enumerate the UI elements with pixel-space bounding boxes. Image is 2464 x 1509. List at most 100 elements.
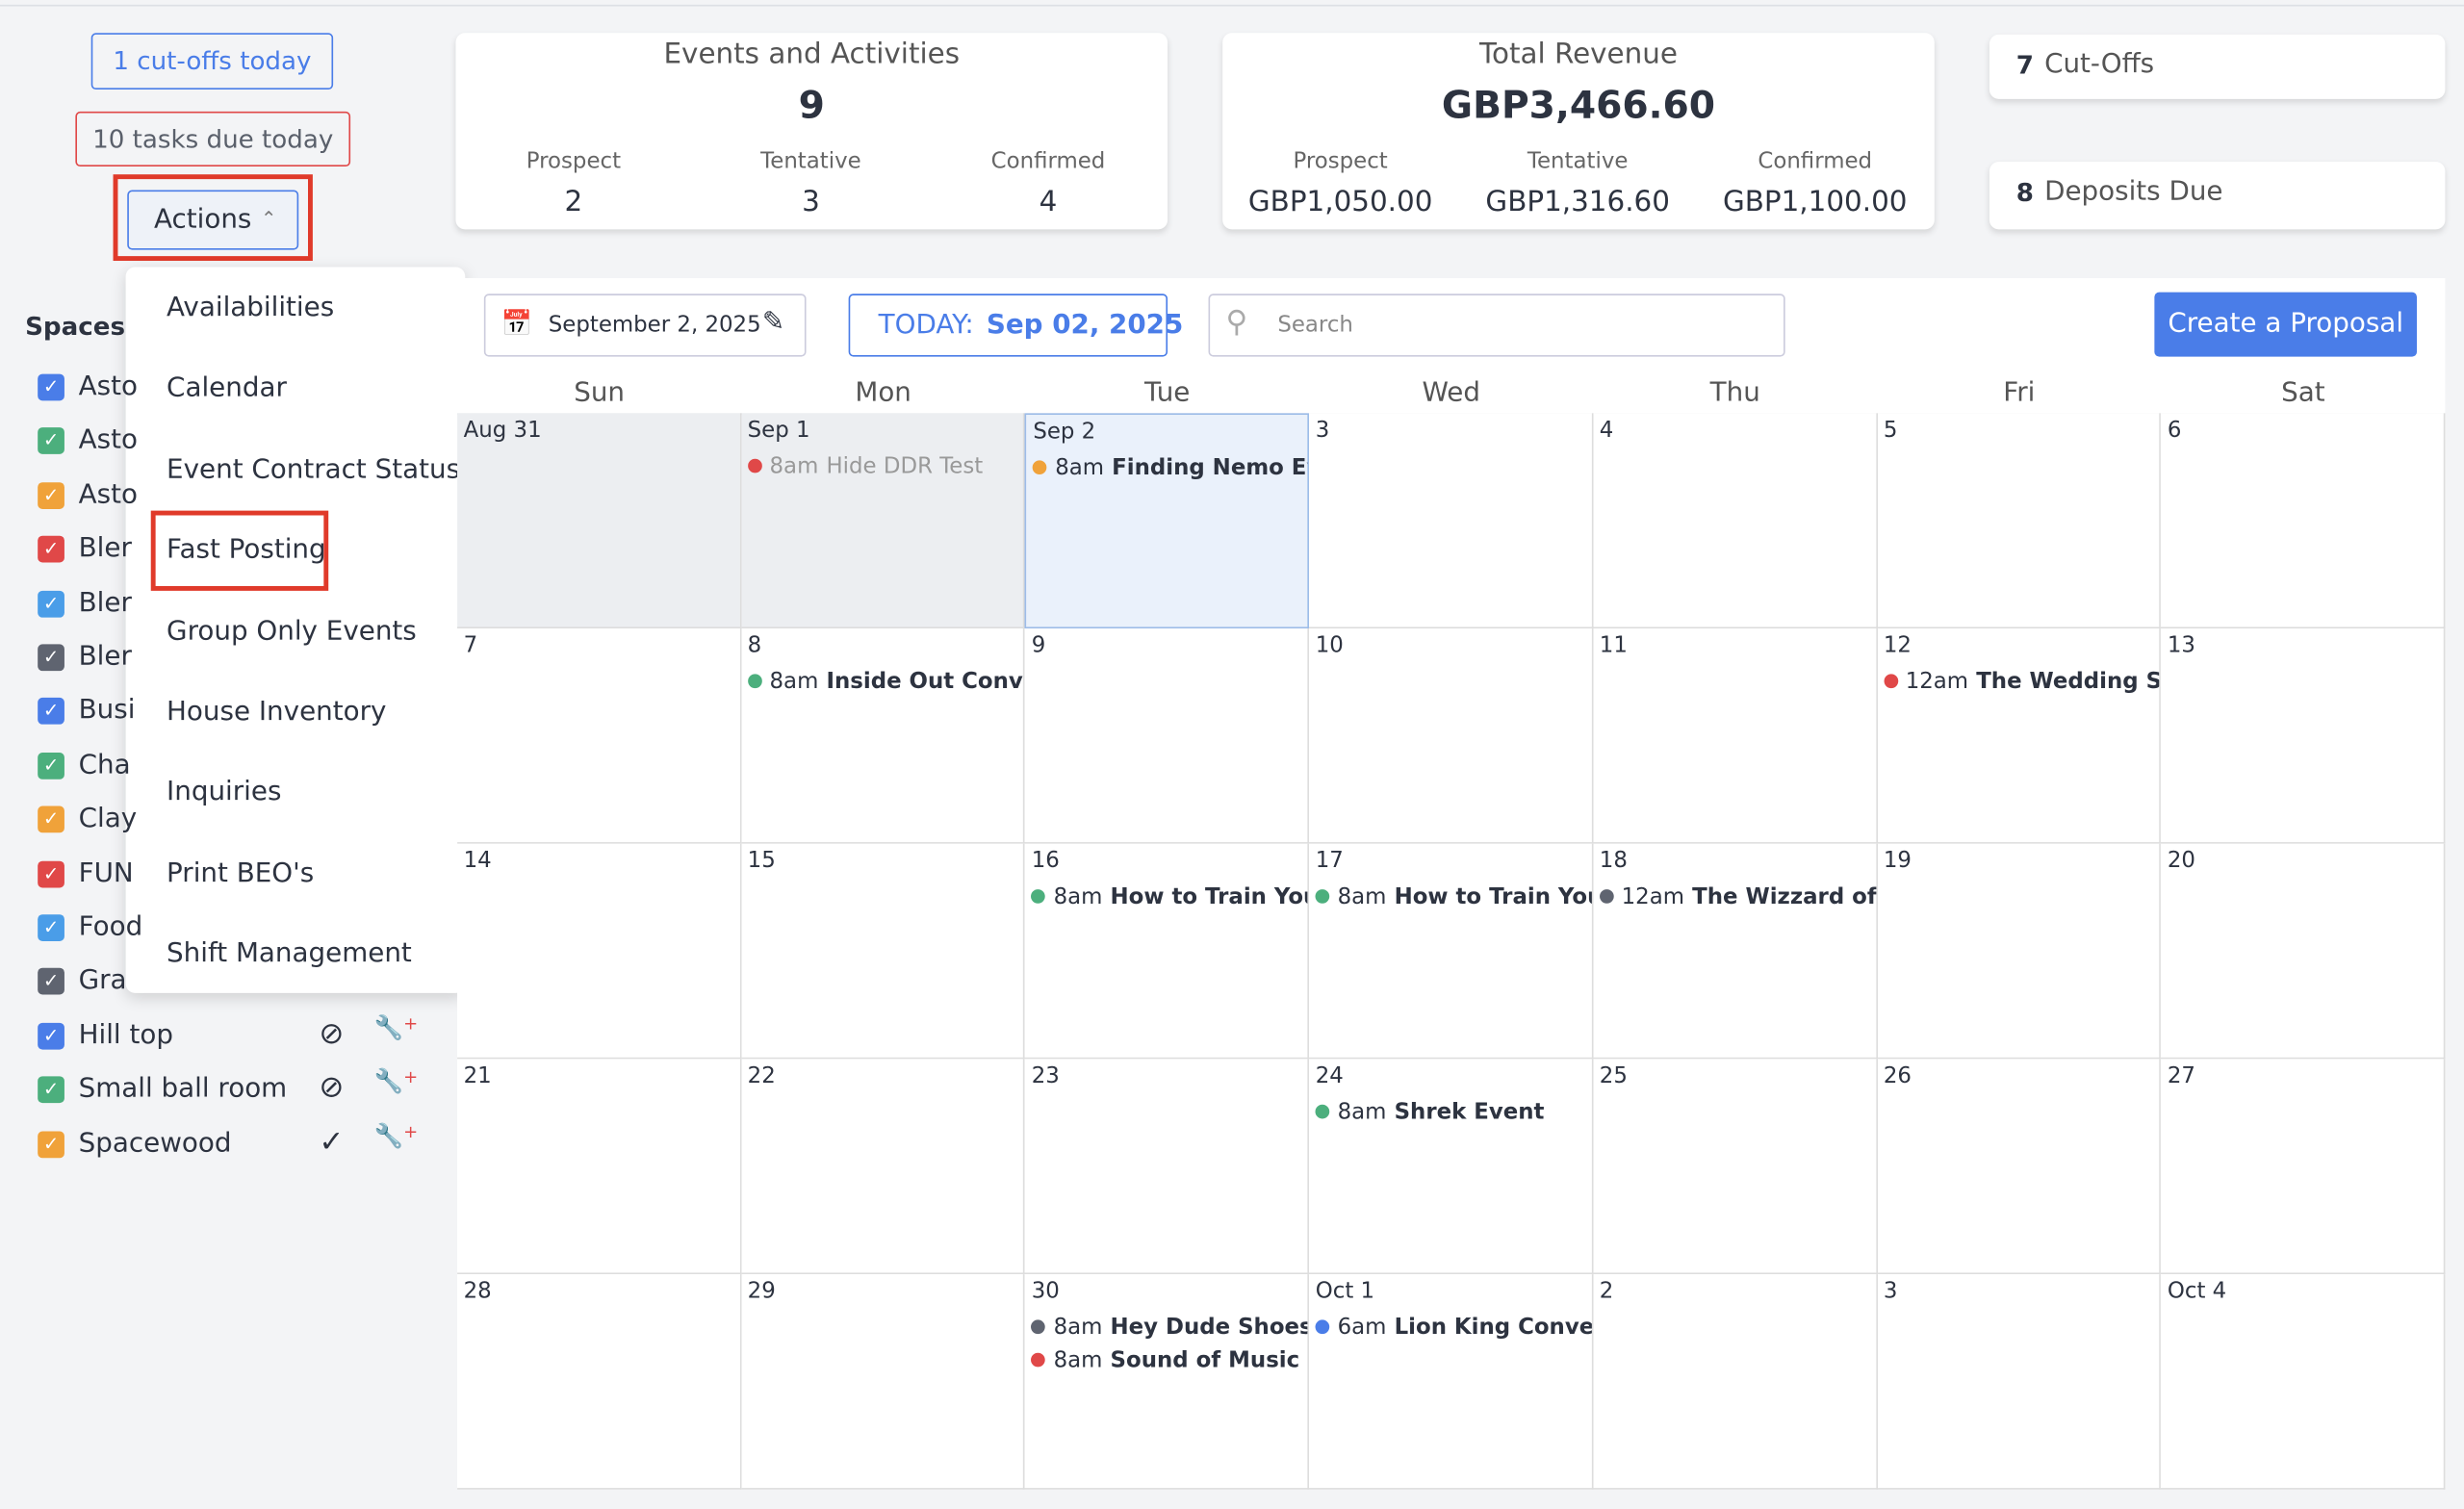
day-cell[interactable]: 23 [1025, 1059, 1310, 1275]
space-name[interactable]: Asto [78, 424, 138, 457]
create-button[interactable]: Create a Proposal [2154, 292, 2418, 357]
day-cell[interactable]: 28 [457, 1274, 742, 1491]
event[interactable]: 6am Lion King Conventi [1315, 1315, 1592, 1343]
day-cell[interactable]: 12 12am The Wedding Sing [1877, 628, 2162, 845]
today-button[interactable]: TODAY: Sep 02, 2025 [848, 294, 1183, 357]
date-picker[interactable]: 📅 September 2, 2025 ✎ [483, 294, 807, 357]
day-cell[interactable]: 9 [1025, 628, 1310, 845]
checkbox[interactable]: ✓ [38, 968, 64, 996]
day-cell[interactable]: 17 8am How to Train Your D [1309, 844, 1594, 1060]
checkbox[interactable]: ✓ [38, 698, 64, 726]
event-title: Hide DDR Test [826, 453, 984, 479]
checkbox[interactable]: ✓ [38, 481, 64, 509]
space-name[interactable]: Hill top [78, 1019, 173, 1051]
menu-item[interactable]: Availabilities [167, 292, 335, 324]
space-name[interactable]: Bler [78, 586, 132, 619]
day-cell[interactable]: 25 [1593, 1059, 1878, 1275]
day-cell[interactable]: 8 8am Inside Out Convent [741, 628, 1026, 845]
checkbox[interactable]: ✓ [38, 752, 64, 780]
menu-item[interactable]: Event Contract Status [167, 453, 461, 486]
space-name[interactable]: Asto [78, 478, 138, 511]
day-cell[interactable]: Sep 2 8am Finding Nemo Even [1025, 413, 1310, 629]
day-cell[interactable]: 15 [741, 844, 1026, 1060]
day-cell[interactable]: 6 [2161, 413, 2446, 629]
day-cell[interactable]: 18 12am The Wizzard of OZ [1593, 844, 1878, 1060]
menu-item[interactable]: Shift Management [167, 937, 412, 970]
day-cell[interactable]: 10 [1309, 628, 1594, 845]
event-title: Finding Nemo Even [1112, 455, 1307, 481]
space-name[interactable]: Cha [78, 749, 131, 781]
space-name[interactable]: Spacewood [78, 1127, 232, 1160]
checkbox[interactable]: ✓ [38, 806, 64, 833]
checkbox[interactable]: ✓ [38, 427, 64, 455]
menu-item[interactable]: Print BEO's [167, 857, 315, 889]
checkbox[interactable]: ✓ [38, 373, 64, 401]
menu-item[interactable]: Fast Posting [167, 534, 326, 567]
day-cell[interactable]: 4 [1593, 413, 1878, 629]
actions-button[interactable]: Actions ⌃ [127, 190, 299, 250]
checkbox[interactable]: ✓ [38, 536, 64, 563]
event[interactable]: 8am Finding Nemo Even [1033, 454, 1308, 482]
day-cell[interactable]: 5 [1877, 413, 2162, 629]
checkbox[interactable]: ✓ [38, 1022, 64, 1050]
event[interactable]: 8am How to Train Your D [1315, 883, 1592, 911]
day-cell[interactable]: 3 [1309, 413, 1594, 629]
day-cell[interactable]: 24 8am Shrek Event [1309, 1059, 1594, 1275]
cutoffs-alert[interactable]: 1 cut-offs today [90, 33, 334, 90]
checkbox[interactable]: ✓ [38, 1130, 64, 1158]
menu-item[interactable]: Group Only Events [167, 615, 417, 647]
event[interactable]: 8am Hey Dude Shoes Co [1031, 1315, 1308, 1343]
checkbox[interactable]: ✓ [38, 644, 64, 672]
day-cell[interactable]: 21 [457, 1059, 742, 1275]
day-cell[interactable]: Oct 4 [2161, 1274, 2446, 1491]
search-box[interactable]: ⚲ Search [1208, 294, 1785, 357]
stat-card: Events and Activities 9 Prospect 2 Tentative… [455, 33, 1168, 230]
day-cell[interactable]: Sep 1 8am Hide DDR Test [741, 413, 1026, 629]
day-cell[interactable]: 26 [1877, 1059, 2162, 1275]
menu-item[interactable]: House Inventory [167, 696, 387, 728]
day-cell[interactable]: 14 [457, 844, 742, 1060]
space-name[interactable]: Gra [78, 965, 127, 997]
day-cell[interactable]: 19 [1877, 844, 2162, 1060]
day-cell[interactable]: 27 [2161, 1059, 2446, 1275]
space-name[interactable]: Clay [78, 803, 138, 835]
day-cell[interactable]: 7 [457, 628, 742, 845]
event[interactable]: 8am Sound of Music Reu [1031, 1347, 1308, 1375]
checkbox[interactable]: ✓ [38, 914, 64, 941]
checkbox[interactable]: ✓ [38, 860, 64, 887]
day-cell[interactable]: 20 [2161, 844, 2446, 1060]
day-cell[interactable]: 2 [1593, 1274, 1878, 1491]
event[interactable]: 8am How to Train Your D [1031, 883, 1308, 911]
space-name[interactable]: Food [78, 910, 143, 943]
event[interactable]: 8am Hide DDR Test [747, 452, 984, 480]
side-card[interactable]: 7 Cut-Offs [1989, 34, 2446, 99]
space-name[interactable]: Asto [78, 371, 138, 402]
event[interactable]: 12am The Wizzard of OZ [1599, 883, 1876, 911]
space-name[interactable]: Small ball room [78, 1073, 288, 1106]
event[interactable]: 8am Shrek Event [1315, 1099, 1544, 1127]
day-cell[interactable]: 3 [1877, 1274, 2162, 1491]
tasks-alert[interactable]: 10 tasks due today [75, 111, 351, 167]
breakdown-label: Confirmed [1758, 149, 1873, 175]
space-name[interactable]: Bler [78, 532, 132, 565]
space-name[interactable]: FUN [78, 857, 134, 889]
day-cell[interactable]: 13 [2161, 628, 2446, 845]
day-number: 10 [1315, 633, 1344, 659]
event[interactable]: 8am Inside Out Convent [747, 668, 1024, 696]
checkbox[interactable]: ✓ [38, 1076, 64, 1104]
day-cell[interactable]: 16 8am How to Train Your D [1025, 844, 1310, 1060]
day-cell[interactable]: 29 [741, 1274, 1026, 1491]
day-number: 4 [1599, 418, 1614, 444]
checkbox[interactable]: ✓ [38, 590, 64, 617]
day-cell[interactable]: 30 8am Hey Dude Shoes Co 8am Sound of Music … [1025, 1274, 1310, 1491]
space-name[interactable]: Bler [78, 641, 132, 673]
menu-item[interactable]: Inquiries [167, 777, 282, 808]
side-card[interactable]: 8 Deposits Due [1989, 162, 2446, 230]
day-cell[interactable]: 11 [1593, 628, 1878, 845]
menu-item[interactable]: Calendar [167, 372, 287, 405]
event[interactable]: 12am The Wedding Sing [1883, 668, 2160, 696]
day-cell[interactable]: 22 [741, 1059, 1026, 1275]
space-name[interactable]: Busi [78, 695, 136, 727]
day-cell[interactable]: Aug 31 [457, 413, 742, 629]
day-cell[interactable]: Oct 1 6am Lion King Conventi [1309, 1274, 1594, 1491]
